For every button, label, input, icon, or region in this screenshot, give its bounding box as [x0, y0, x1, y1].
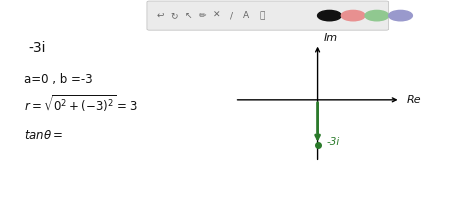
Text: $r= \sqrt{0^2+(-3)^2}  = 3$: $r= \sqrt{0^2+(-3)^2} = 3$ [24, 93, 137, 115]
Circle shape [318, 10, 341, 21]
Text: ⬜: ⬜ [259, 11, 265, 20]
Circle shape [341, 10, 365, 21]
Text: ✏: ✏ [199, 11, 207, 20]
Circle shape [389, 10, 412, 21]
FancyBboxPatch shape [147, 1, 389, 30]
Text: ↩: ↩ [156, 11, 164, 20]
Circle shape [365, 10, 389, 21]
Text: a=0 , b =-3: a=0 , b =-3 [24, 73, 92, 85]
Text: $tan\theta =$: $tan\theta =$ [24, 129, 63, 142]
Text: -3i: -3i [326, 137, 339, 147]
Text: /: / [230, 11, 233, 20]
Text: ↻: ↻ [171, 11, 178, 20]
Text: A: A [244, 11, 249, 20]
Text: -3i: -3i [28, 41, 46, 55]
Text: ✕: ✕ [213, 11, 221, 20]
Text: ↖: ↖ [185, 11, 192, 20]
Text: Re: Re [406, 95, 421, 105]
Text: Im: Im [323, 33, 337, 43]
